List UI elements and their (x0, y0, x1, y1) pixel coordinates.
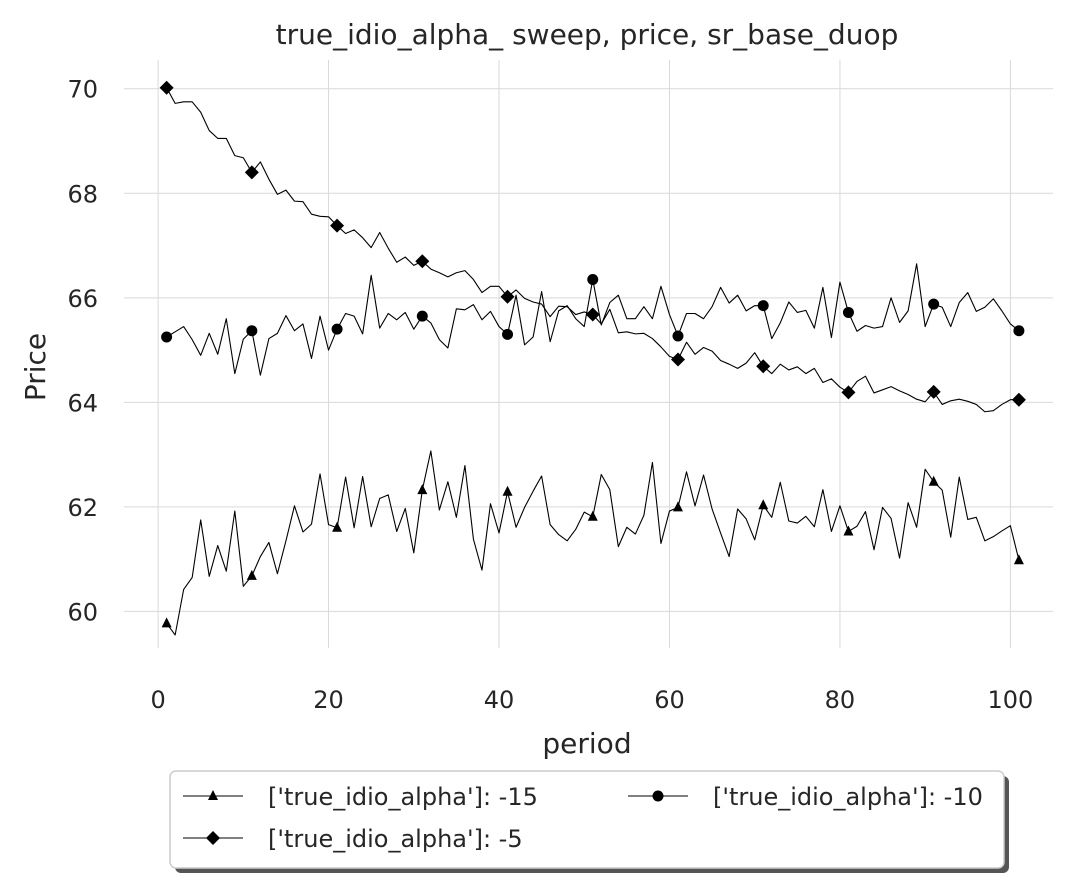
data-point-circle (246, 325, 258, 337)
data-point-circle (672, 330, 684, 342)
legend-box (169, 770, 1005, 869)
legend-label: ['true_idio_alpha']: -10 (713, 783, 983, 811)
x-tick-label: 80 (825, 686, 856, 714)
data-point-circle (928, 298, 940, 310)
data-point-triangle (1013, 554, 1024, 565)
x-tick-label: 20 (313, 686, 344, 714)
x-tick-label: 100 (987, 686, 1033, 714)
data-point-triangle (161, 617, 172, 628)
data-point-circle (502, 328, 514, 340)
legend: ['true_idio_alpha']: -15 ['true_idio_alph… (169, 770, 1009, 873)
x-axis-label: period (542, 727, 631, 760)
data-point-triangle (246, 569, 257, 580)
x-tick-label: 60 (654, 686, 685, 714)
chart-title: true_idio_alpha_ sweep, price, sr_base_d… (276, 18, 899, 51)
y-tick-label: 70 (67, 76, 98, 104)
legend-label: ['true_idio_alpha']: -15 (268, 783, 538, 811)
legend-marker-triangle (208, 790, 218, 800)
data-point-circle (416, 310, 428, 322)
data-point-triangle (758, 499, 769, 510)
data-point-diamond (244, 165, 259, 180)
data-point-triangle (843, 525, 854, 536)
data-point-circle (757, 300, 769, 312)
data-point-diamond (330, 218, 345, 233)
data-point-diamond (500, 289, 515, 304)
x-axis-ticks: 0 20 40 60 80 100 (150, 686, 1033, 714)
data-point-diamond (756, 359, 771, 374)
data-point-triangle (672, 501, 683, 512)
data-point-diamond (926, 384, 941, 399)
y-tick-label: 62 (67, 494, 98, 522)
y-tick-label: 60 (67, 598, 98, 626)
legend-marker-circle (652, 790, 664, 802)
data-point-circle (587, 274, 599, 286)
legend-label: ['true_idio_alpha']: -5 (268, 825, 523, 853)
y-tick-label: 66 (67, 285, 98, 313)
y-axis-label: Price (19, 333, 52, 401)
data-point-diamond (1011, 392, 1026, 407)
x-tick-label: 40 (484, 686, 515, 714)
data-point-circle (1013, 325, 1025, 337)
data-point-circle (842, 306, 854, 318)
data-point-circle (331, 323, 343, 335)
legend-marker-diamond (206, 831, 220, 845)
y-tick-label: 68 (67, 180, 98, 208)
data-point-diamond (841, 385, 856, 400)
data-point-diamond (670, 352, 685, 367)
data-point-triangle (587, 510, 598, 521)
data-point-diamond (585, 307, 600, 322)
series-markers (159, 80, 1026, 628)
data-point-triangle (928, 475, 939, 486)
data-point-triangle (332, 521, 343, 532)
data-point-triangle (417, 484, 428, 495)
y-axis-ticks: 60 62 64 66 68 70 (67, 76, 98, 627)
y-tick-label: 64 (67, 389, 98, 417)
data-point-diamond (415, 254, 430, 269)
data-point-diamond (159, 80, 174, 95)
x-tick-label: 0 (150, 686, 165, 714)
data-point-circle (161, 331, 173, 343)
data-point-triangle (502, 485, 513, 496)
